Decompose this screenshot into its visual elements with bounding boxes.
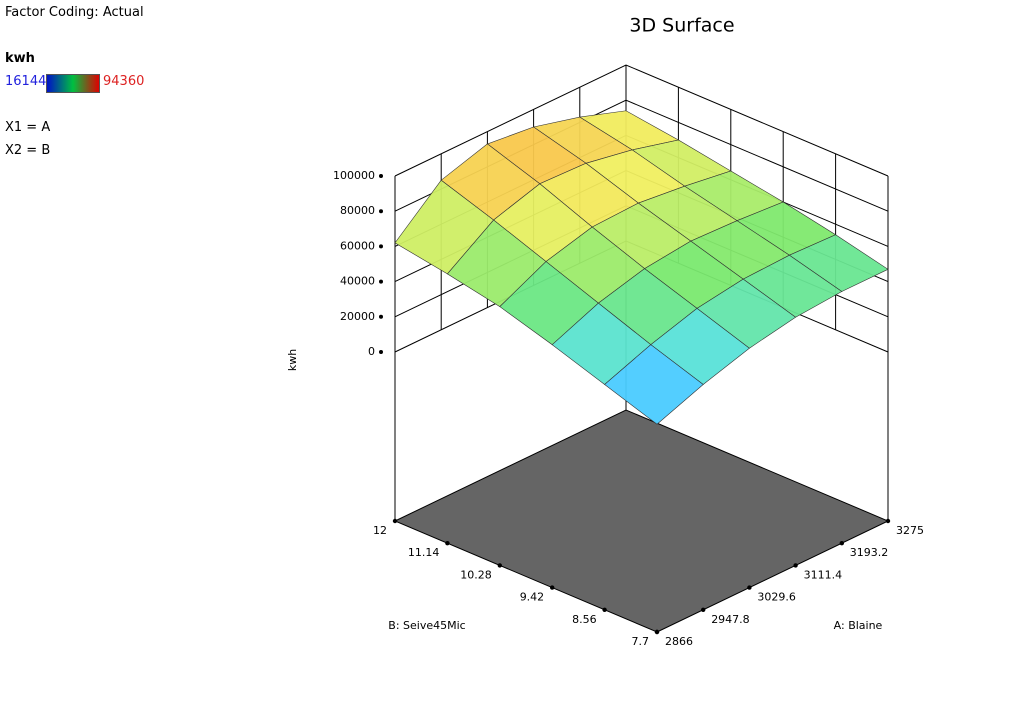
surface-patch: [446, 219, 547, 308]
colorbar: [46, 74, 100, 93]
grid-line: [394, 240, 889, 353]
surface-patch: [499, 261, 599, 346]
factor-x2: X2 = B: [5, 143, 51, 158]
y-tick: [497, 563, 502, 568]
z-tick: [379, 350, 383, 354]
y-tick: [550, 585, 555, 590]
z-tick: [379, 174, 383, 178]
scale-max: 94360: [103, 74, 145, 89]
floor: [393, 409, 890, 633]
surface-patch: [493, 183, 593, 262]
surface-patch: [742, 254, 843, 318]
surface-patch: [591, 202, 692, 269]
y-tick-label: 11.14: [408, 546, 440, 559]
x-tick: [793, 563, 798, 568]
y-tick-label: 9.42: [520, 591, 545, 604]
surface-patch: [551, 302, 652, 385]
surface-patch: [736, 201, 837, 256]
chart-title: 3D Surface: [629, 15, 734, 37]
y-tick: [392, 518, 398, 524]
surface-patch: [578, 110, 680, 151]
x-tick-label: 3029.6: [757, 591, 796, 604]
x-tick: [885, 518, 891, 524]
grid-line: [394, 64, 889, 177]
surface-patch: [486, 126, 587, 185]
grid-line: [394, 99, 889, 212]
scale-min: 16144: [5, 74, 47, 89]
surface-patch: [545, 226, 646, 304]
surface-patch: [440, 143, 541, 221]
factor-coding: Factor Coding: Actual: [5, 5, 144, 20]
y-tick: [445, 541, 450, 546]
grid-line: [394, 170, 889, 283]
surface-patch: [585, 149, 686, 204]
z-tick: [379, 209, 383, 214]
grid-line: [394, 205, 889, 318]
z-tick: [379, 244, 383, 249]
y-tick-label: 7.7: [632, 635, 650, 648]
surface-patch: [631, 139, 732, 187]
surface-patch: [690, 220, 790, 280]
surface-patch: [394, 179, 495, 275]
surface-patch: [650, 308, 750, 385]
surface-patch: [788, 234, 889, 292]
surface-patch: [683, 170, 784, 222]
response-name: kwh: [5, 51, 35, 66]
y-tick-label: 10.28: [460, 568, 492, 581]
y-axis-label: B: Seive45Mic: [388, 619, 465, 632]
z-tick-label: 100000: [333, 169, 375, 182]
z-tick-label: 20000: [340, 310, 375, 323]
x-tick: [654, 629, 660, 635]
z-axis-label: kwh: [286, 349, 299, 371]
z-tick: [379, 279, 383, 284]
factor-x1: X1 = A: [5, 120, 51, 135]
x-tick-label: 3111.4: [804, 568, 843, 581]
surface-patch: [644, 240, 744, 309]
z-tick-label: 0: [368, 345, 375, 358]
z-tick: [379, 314, 383, 319]
x-tick-label: 2947.8: [711, 613, 750, 626]
surface-patch: [597, 268, 698, 346]
y-tick: [602, 607, 607, 612]
y-tick-label: 8.56: [572, 613, 597, 626]
surface-patch: [637, 185, 738, 242]
surface-patch: [604, 344, 704, 425]
grid-line: [394, 134, 889, 247]
y-tick-label: 12: [373, 524, 387, 537]
z-tick-label: 80000: [340, 204, 375, 217]
x-axis-label: A: Blaine: [834, 619, 883, 632]
y-tick: [654, 629, 660, 635]
x-tick: [701, 607, 706, 612]
surface-patch: [532, 116, 633, 164]
surface-patch: [539, 162, 639, 228]
surface-patch: [696, 278, 797, 349]
x-tick-label: 3193.2: [850, 546, 889, 559]
z-tick-label: 60000: [340, 239, 375, 252]
x-tick-label: 3275: [896, 524, 924, 537]
z-tick-label: 40000: [340, 275, 375, 288]
x-tick-label: 2866: [665, 635, 693, 648]
x-tick: [839, 541, 844, 546]
x-tick: [747, 585, 752, 590]
